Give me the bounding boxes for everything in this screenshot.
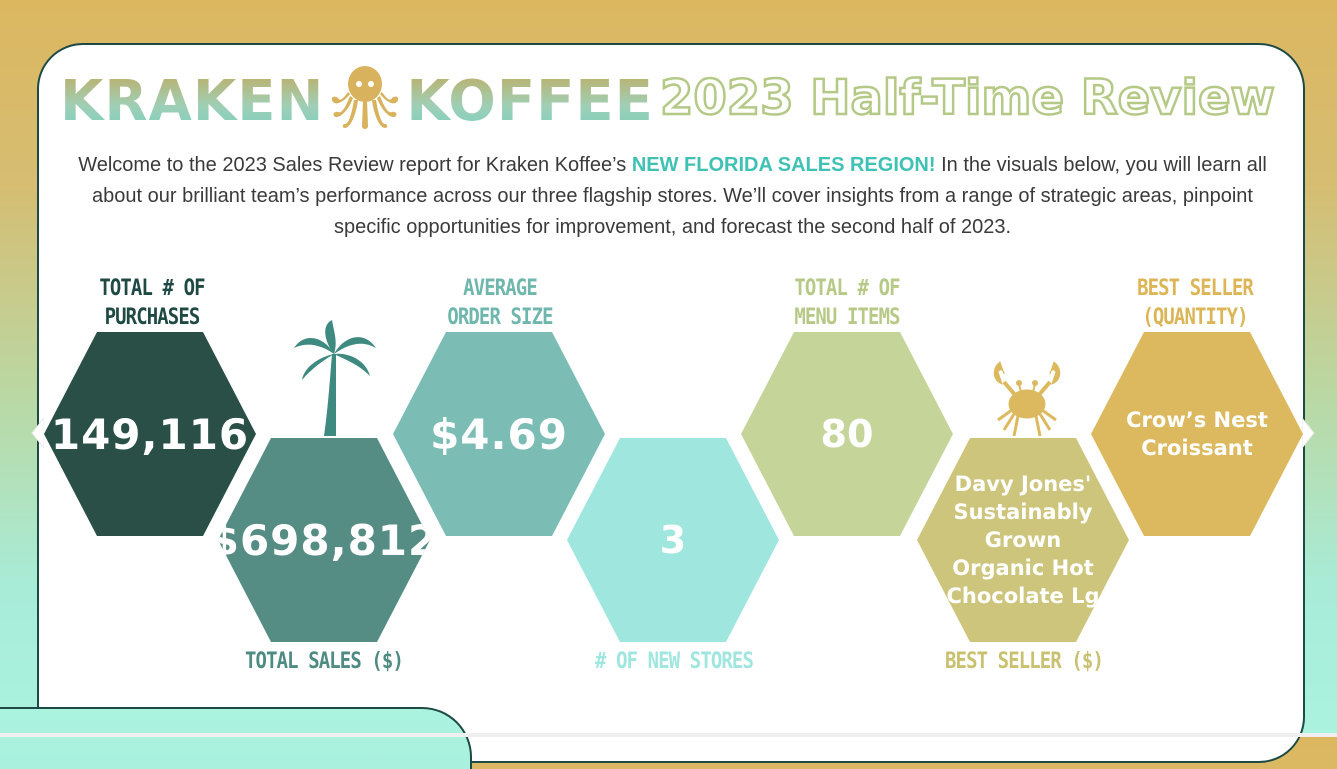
brand-left: KRAKEN xyxy=(60,69,325,134)
palm-tree-icon xyxy=(294,320,376,436)
label-best-seller-qty: BEST SELLER (QUANTITY) xyxy=(1109,274,1281,332)
label-menu-items: TOTAL # OF MENU ITEMS xyxy=(761,274,933,332)
label-new-stores: # OF NEW STORES xyxy=(578,647,771,676)
label-line: PURCHASES xyxy=(104,305,201,330)
label-avg-order: AVERAGE ORDER SIZE xyxy=(414,274,586,332)
brand-right: KOFFEE xyxy=(406,69,654,134)
label-line: BEST SELLER ($) xyxy=(945,649,1104,674)
label-line: TOTAL # OF xyxy=(99,276,205,301)
hex-best-seller-qty: Crow’s Nest Croissant xyxy=(1091,332,1303,536)
text-line: Chocolate Lg xyxy=(946,584,1100,608)
label-total-sales: TOTAL SALES ($) xyxy=(228,647,421,676)
label-best-seller-dollars: BEST SELLER ($) xyxy=(928,647,1121,676)
value-total-purchases: 149,116 xyxy=(50,409,250,459)
crab-icon xyxy=(993,361,1061,437)
bottom-strip xyxy=(0,733,1337,737)
value-avg-order: $4.69 xyxy=(430,409,568,459)
intro-paragraph: Welcome to the 2023 Sales Review report … xyxy=(60,150,1285,243)
label-total-purchases: TOTAL # OF PURCHASES xyxy=(66,274,238,332)
text-line: Sustainably xyxy=(953,500,1093,524)
label-line: TOTAL # OF xyxy=(794,276,900,301)
chevron-left-icon xyxy=(31,418,44,448)
value-best-seller-dollars: Davy Jones' Sustainably Grown Organic Ho… xyxy=(946,470,1099,610)
text-line: Organic Hot xyxy=(952,556,1094,580)
octopus-icon xyxy=(328,60,402,134)
value-best-seller-qty: Crow’s Nest Croissant xyxy=(1126,406,1268,462)
intro-highlight: NEW FLORIDA SALES REGION! xyxy=(631,154,936,176)
label-line: BEST SELLER xyxy=(1137,276,1254,301)
text-line: Grown xyxy=(984,528,1062,552)
value-menu-items: 80 xyxy=(820,412,874,456)
intro-text-2: In the visuals below, you will learn all… xyxy=(92,154,1267,238)
intro-text-1: Welcome to the 2023 Sales Review report … xyxy=(78,154,632,176)
dashboard-card xyxy=(37,43,1305,763)
report-subtitle: 2023 Half-Time Review xyxy=(659,69,1276,128)
label-line: AVERAGE xyxy=(463,276,538,301)
text-line: Croissant xyxy=(1141,436,1253,460)
text-line: Crow’s Nest xyxy=(1126,408,1268,432)
brand-logo: KRAKEN KOFFEE xyxy=(60,60,654,137)
label-line: TOTAL SALES ($) xyxy=(245,649,404,674)
title-row: KRAKEN KOFFEE 2023 Half-Time Review xyxy=(60,58,1290,138)
bottom-decor xyxy=(0,707,472,769)
text-line: Davy Jones' xyxy=(954,472,1092,496)
label-line: (QUANTITY) xyxy=(1142,305,1248,330)
label-line: MENU ITEMS xyxy=(794,305,900,330)
label-line: ORDER SIZE xyxy=(447,305,553,330)
chevron-right-icon xyxy=(1302,418,1315,448)
value-total-sales: $698,812 xyxy=(209,515,439,565)
value-new-stores: 3 xyxy=(659,518,687,562)
label-line: # OF NEW STORES xyxy=(595,649,754,674)
